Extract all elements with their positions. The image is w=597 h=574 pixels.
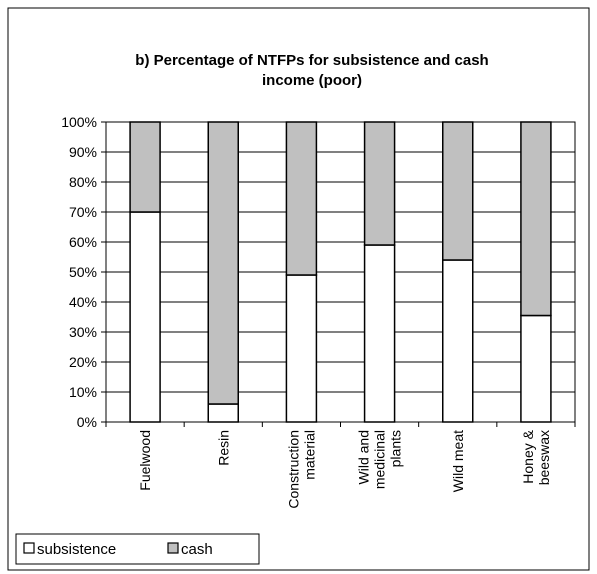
- x-category-label: Fuelwood: [137, 430, 153, 491]
- chart-title-line-1: b) Percentage of NTFPs for subsistence a…: [135, 52, 488, 69]
- y-tick-label: 80%: [69, 174, 97, 190]
- y-tick-label: 60%: [69, 234, 97, 250]
- x-category-label: Honey &: [520, 429, 536, 483]
- legend-label-subsistence: subsistence: [37, 541, 116, 558]
- x-category-label: Resin: [215, 430, 231, 466]
- bars: [129, 121, 552, 423]
- y-tick-label: 30%: [69, 324, 97, 340]
- y-tick-label: 50%: [69, 264, 97, 280]
- bar-subsistence: [520, 314, 552, 423]
- x-category-label: Wild meat: [450, 430, 466, 492]
- legend-swatch-cash: [167, 542, 179, 554]
- legend-box: [15, 533, 260, 565]
- bar-subsistence: [363, 244, 396, 423]
- bar-cash: [520, 121, 552, 317]
- y-tick-label: 20%: [69, 354, 97, 370]
- bar-cash: [285, 121, 318, 276]
- axes: [101, 121, 576, 427]
- legend-label-cash: cash: [181, 541, 213, 558]
- y-tick-label: 90%: [69, 144, 97, 160]
- x-category-label: Construction: [285, 430, 301, 509]
- x-axis-category-labels: Fuelwood Resin Construction material Wild an…: [137, 429, 552, 508]
- x-category-label: Wild and: [356, 430, 372, 484]
- x-category-label: beeswax: [536, 430, 552, 485]
- x-category-label: material: [301, 430, 317, 480]
- bar-subsistence: [129, 211, 161, 423]
- bar-subsistence: [207, 403, 239, 423]
- bar-cash: [129, 121, 161, 213]
- bar-subsistence: [442, 259, 474, 423]
- y-tick-label: 100%: [61, 114, 97, 130]
- y-tick-label: 0%: [77, 414, 97, 430]
- y-tick-label: 10%: [69, 384, 97, 400]
- x-category-label: medicinal: [372, 430, 388, 489]
- legend: subsistence cash: [15, 533, 260, 565]
- bar-cash: [363, 121, 396, 246]
- bar-cash: [442, 121, 474, 261]
- y-axis-tick-labels: 0% 10% 20% 30% 40% 50% 60% 70% 80% 90% 100%: [61, 114, 97, 430]
- legend-swatch-subsistence: [23, 542, 35, 554]
- y-tick-label: 40%: [69, 294, 97, 310]
- bar-subsistence: [285, 274, 318, 423]
- bar-cash: [207, 121, 239, 405]
- x-category-label: plants: [388, 430, 404, 467]
- y-tick-label: 70%: [69, 204, 97, 220]
- chart-title-line-2: income (poor): [262, 72, 362, 89]
